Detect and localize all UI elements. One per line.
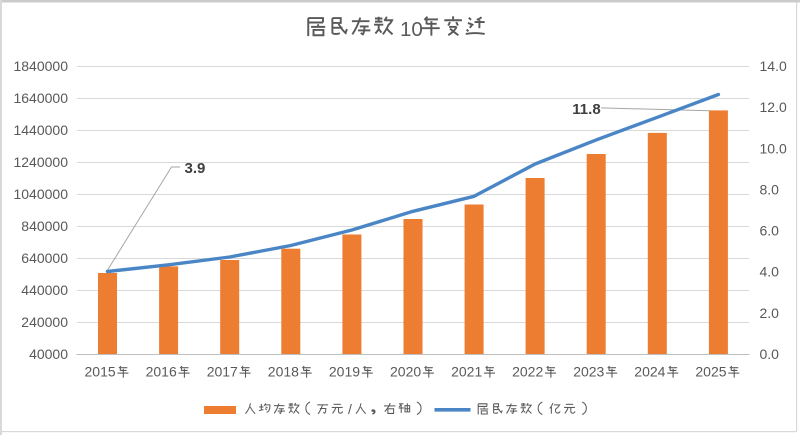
svg-text:10: 10 — [400, 18, 423, 41]
svg-text:0.0: 0.0 — [760, 346, 780, 362]
svg-text:6.0: 6.0 — [760, 223, 780, 239]
svg-text:/: / — [348, 401, 352, 417]
svg-text:12.0: 12.0 — [760, 99, 787, 115]
svg-text:14.0: 14.0 — [760, 58, 787, 74]
svg-text:2025: 2025 — [695, 364, 726, 380]
svg-text:40000: 40000 — [29, 346, 68, 362]
svg-text:10.0: 10.0 — [760, 140, 787, 156]
svg-text:2021: 2021 — [451, 364, 482, 380]
svg-text:1840000: 1840000 — [13, 58, 68, 74]
svg-text:1040000: 1040000 — [13, 186, 68, 202]
svg-text:840000: 840000 — [21, 218, 68, 234]
svg-text:8.0: 8.0 — [760, 181, 780, 197]
svg-text:2020: 2020 — [390, 364, 421, 380]
svg-text:640000: 640000 — [21, 250, 68, 266]
svg-text:2015: 2015 — [85, 364, 116, 380]
svg-text:1640000: 1640000 — [13, 90, 68, 106]
svg-text:2017: 2017 — [207, 364, 238, 380]
svg-text:440000: 440000 — [21, 282, 68, 298]
svg-text:2024: 2024 — [634, 364, 665, 380]
svg-text:240000: 240000 — [21, 314, 68, 330]
svg-text:4.0: 4.0 — [760, 264, 780, 280]
svg-text:2018: 2018 — [268, 364, 299, 380]
svg-text:1440000: 1440000 — [13, 122, 68, 138]
svg-text:2016: 2016 — [146, 364, 177, 380]
svg-text:2.0: 2.0 — [760, 305, 780, 321]
svg-text:2019: 2019 — [329, 364, 360, 380]
svg-text:3.9: 3.9 — [185, 160, 206, 177]
svg-text:2022: 2022 — [512, 364, 543, 380]
svg-text:2023: 2023 — [573, 364, 604, 380]
svg-text:1240000: 1240000 — [13, 154, 68, 170]
svg-text:11.8: 11.8 — [572, 101, 600, 118]
